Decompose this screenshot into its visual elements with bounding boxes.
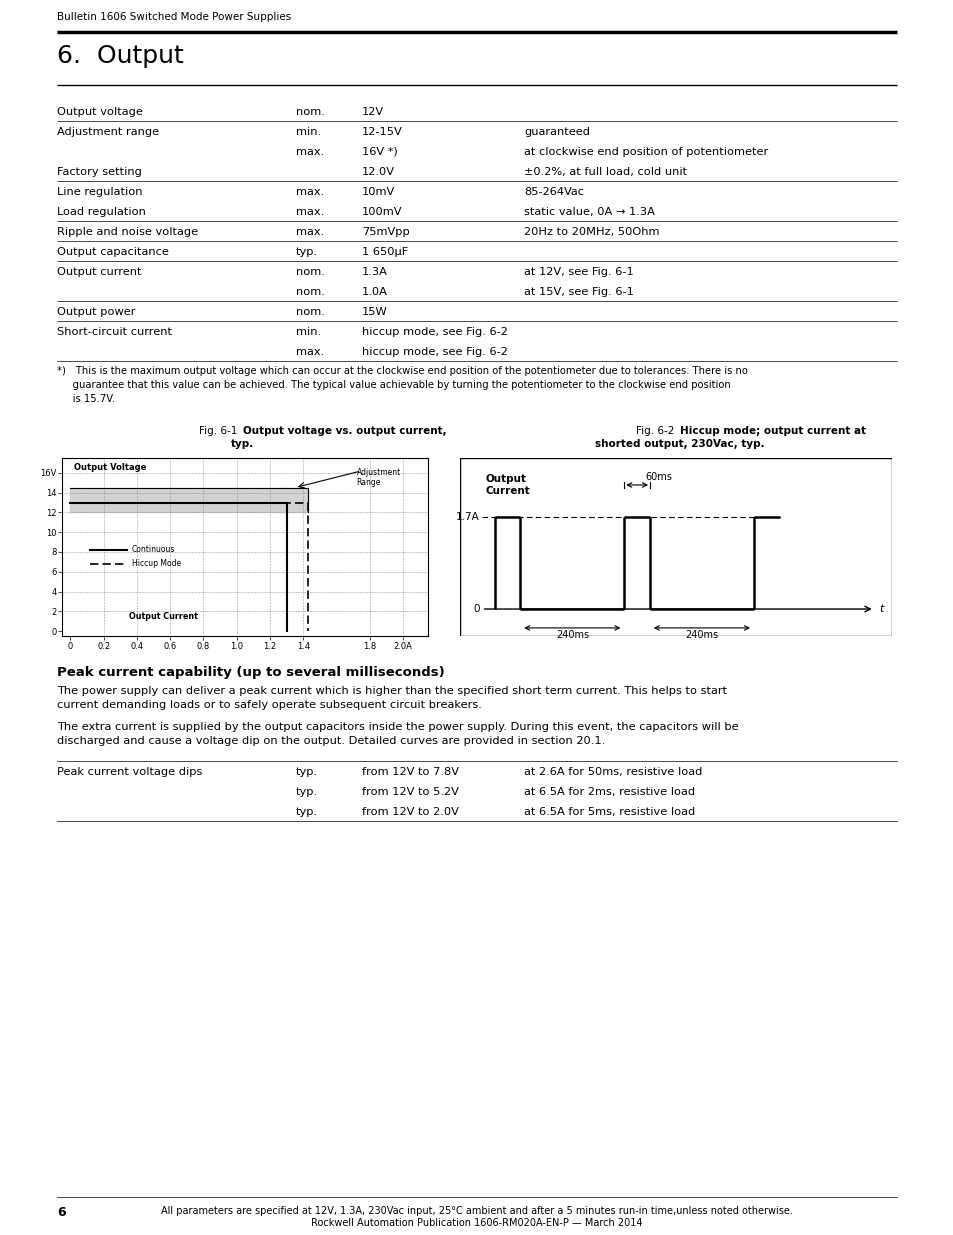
Text: Fig. 6-2: Fig. 6-2 xyxy=(636,426,679,436)
Text: Output current: Output current xyxy=(57,267,141,277)
Text: max.: max. xyxy=(295,207,324,217)
Text: Output voltage: Output voltage xyxy=(57,107,143,117)
Text: from 12V to 5.2V: from 12V to 5.2V xyxy=(361,787,458,797)
Text: typ.: typ. xyxy=(295,247,317,257)
Text: from 12V to 2.0V: from 12V to 2.0V xyxy=(361,806,458,818)
Text: 75mVpp: 75mVpp xyxy=(361,227,410,237)
Text: Adjustment range: Adjustment range xyxy=(57,127,159,137)
Text: Ripple and noise voltage: Ripple and noise voltage xyxy=(57,227,198,237)
Text: Short-circuit current: Short-circuit current xyxy=(57,327,172,337)
Text: Output
Current: Output Current xyxy=(485,474,530,495)
Text: Continuous: Continuous xyxy=(132,546,175,555)
Text: *) This is the maximum output voltage which can occur at the clockwise end posit: *) This is the maximum output voltage wh… xyxy=(57,366,747,375)
Text: Output voltage vs. output current,: Output voltage vs. output current, xyxy=(243,426,446,436)
Polygon shape xyxy=(71,488,308,513)
Text: 16V *): 16V *) xyxy=(361,147,397,157)
Text: at 6.5A for 2ms, resistive load: at 6.5A for 2ms, resistive load xyxy=(523,787,695,797)
Text: Adjustment
Range: Adjustment Range xyxy=(356,468,400,488)
Text: Peak current voltage dips: Peak current voltage dips xyxy=(57,767,202,777)
Text: 1.7A: 1.7A xyxy=(456,513,479,522)
Text: Output Current: Output Current xyxy=(129,611,197,621)
Text: guaranteed: guaranteed xyxy=(523,127,589,137)
Text: 1.3A: 1.3A xyxy=(361,267,388,277)
Text: 100mV: 100mV xyxy=(361,207,402,217)
Text: guarantee that this value can be achieved. The typical value achievable by turni: guarantee that this value can be achieve… xyxy=(57,380,730,390)
Text: Output capacitance: Output capacitance xyxy=(57,247,169,257)
Text: hiccup mode, see Fig. 6-2: hiccup mode, see Fig. 6-2 xyxy=(361,347,507,357)
Text: from 12V to 7.8V: from 12V to 7.8V xyxy=(361,767,458,777)
Text: nom.: nom. xyxy=(295,267,325,277)
Text: nom.: nom. xyxy=(295,107,325,117)
Text: 240ms: 240ms xyxy=(556,630,588,640)
Text: max.: max. xyxy=(295,147,324,157)
Text: current demanding loads or to safely operate subsequent circuit breakers.: current demanding loads or to safely ope… xyxy=(57,700,481,710)
Text: The extra current is supplied by the output capacitors inside the power supply. : The extra current is supplied by the out… xyxy=(57,722,738,732)
Text: 0: 0 xyxy=(473,604,479,614)
Text: typ.: typ. xyxy=(295,806,317,818)
Text: min.: min. xyxy=(295,127,321,137)
Text: 12V: 12V xyxy=(361,107,384,117)
Text: Load regulation: Load regulation xyxy=(57,207,146,217)
Text: All parameters are specified at 12V, 1.3A, 230Vac input, 25°C ambient and after : All parameters are specified at 12V, 1.3… xyxy=(161,1207,792,1216)
Text: max.: max. xyxy=(295,186,324,198)
Text: typ.: typ. xyxy=(295,787,317,797)
Text: Output Voltage: Output Voltage xyxy=(73,463,146,472)
Text: at 6.5A for 5ms, resistive load: at 6.5A for 5ms, resistive load xyxy=(523,806,695,818)
Text: Rockwell Automation Publication 1606-RM020A-EN-P — March 2014: Rockwell Automation Publication 1606-RM0… xyxy=(311,1218,642,1228)
Text: 6: 6 xyxy=(57,1205,66,1219)
Text: Factory setting: Factory setting xyxy=(57,167,142,177)
Text: The power supply can deliver a peak current which is higher than the specified s: The power supply can deliver a peak curr… xyxy=(57,685,726,697)
Text: typ.: typ. xyxy=(232,438,254,450)
Text: at 12V, see Fig. 6-1: at 12V, see Fig. 6-1 xyxy=(523,267,633,277)
Text: Line regulation: Line regulation xyxy=(57,186,142,198)
Text: 1 650μF: 1 650μF xyxy=(361,247,408,257)
Text: 10mV: 10mV xyxy=(361,186,395,198)
Text: 1.0A: 1.0A xyxy=(361,287,388,296)
Text: min.: min. xyxy=(295,327,321,337)
Text: at 15V, see Fig. 6-1: at 15V, see Fig. 6-1 xyxy=(523,287,633,296)
Text: ±0.2%, at full load, cold unit: ±0.2%, at full load, cold unit xyxy=(523,167,686,177)
Text: at 2.6A for 50ms, resistive load: at 2.6A for 50ms, resistive load xyxy=(523,767,701,777)
Text: hiccup mode, see Fig. 6-2: hiccup mode, see Fig. 6-2 xyxy=(361,327,507,337)
Text: 15W: 15W xyxy=(361,308,387,317)
Text: Hiccup mode; output current at: Hiccup mode; output current at xyxy=(679,426,865,436)
Text: nom.: nom. xyxy=(295,287,325,296)
Text: Bulletin 1606 Switched Mode Power Supplies: Bulletin 1606 Switched Mode Power Suppli… xyxy=(57,12,291,22)
Text: at clockwise end position of potentiometer: at clockwise end position of potentiomet… xyxy=(523,147,767,157)
Text: shorted output, 230Vac, typ.: shorted output, 230Vac, typ. xyxy=(595,438,764,450)
Text: discharged and cause a voltage dip on the output. Detailed curves are provided i: discharged and cause a voltage dip on th… xyxy=(57,736,604,746)
Text: 20Hz to 20MHz, 50Ohm: 20Hz to 20MHz, 50Ohm xyxy=(523,227,659,237)
Text: 6.  Output: 6. Output xyxy=(57,44,184,68)
Text: typ.: typ. xyxy=(295,767,317,777)
Text: 85-264Vac: 85-264Vac xyxy=(523,186,583,198)
Text: 60ms: 60ms xyxy=(644,472,672,483)
Text: max.: max. xyxy=(295,227,324,237)
Text: 12.0V: 12.0V xyxy=(361,167,395,177)
Text: is 15.7V.: is 15.7V. xyxy=(57,394,115,404)
Text: Fig. 6-1: Fig. 6-1 xyxy=(199,426,243,436)
Text: max.: max. xyxy=(295,347,324,357)
Text: 240ms: 240ms xyxy=(684,630,718,640)
Text: 12-15V: 12-15V xyxy=(361,127,402,137)
Text: nom.: nom. xyxy=(295,308,325,317)
Text: Hiccup Mode: Hiccup Mode xyxy=(132,559,181,568)
Text: t: t xyxy=(878,604,882,614)
Text: Output power: Output power xyxy=(57,308,135,317)
Text: static value, 0A → 1.3A: static value, 0A → 1.3A xyxy=(523,207,654,217)
Text: Peak current capability (up to several milliseconds): Peak current capability (up to several m… xyxy=(57,666,444,679)
